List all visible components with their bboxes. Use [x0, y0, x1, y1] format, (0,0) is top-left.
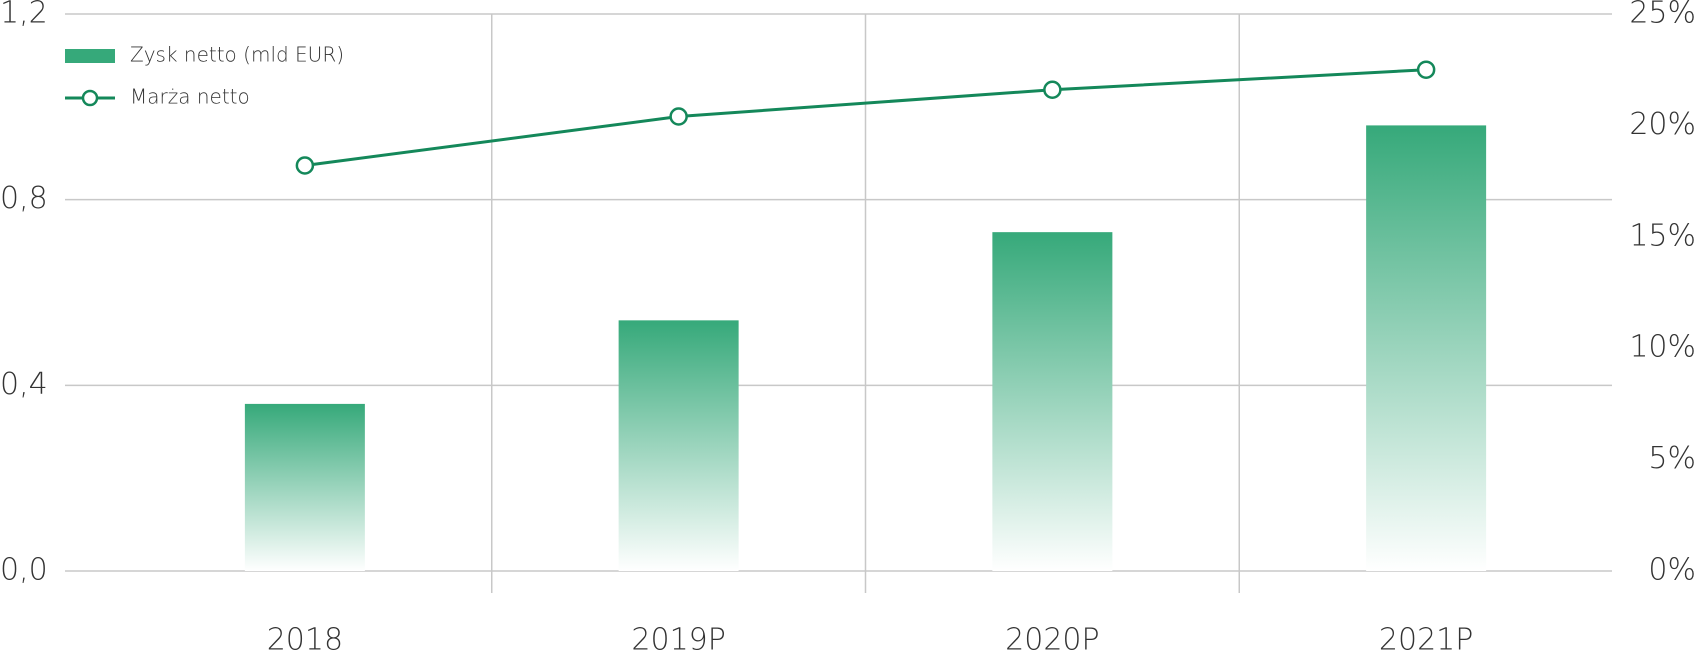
x-tick-label: 2020P [1005, 623, 1099, 657]
y2-tick-label: 25% [1629, 0, 1696, 31]
line-marker [1416, 60, 1436, 79]
line [304, 68, 1427, 167]
y2-tick-label: 5% [1648, 441, 1696, 476]
legend-label: Zysk netto (mld EUR) [130, 43, 344, 67]
bar [244, 403, 365, 571]
bar [618, 320, 739, 571]
legend-marker [81, 89, 99, 107]
y2-tick-label: 20% [1629, 107, 1696, 142]
x-tick-label: 2021P [1379, 623, 1473, 657]
x-tick-label: 2019P [631, 623, 725, 657]
bar [992, 232, 1113, 572]
y-tick-label: 0,8 [0, 181, 48, 216]
line-marker [295, 156, 315, 175]
line-marker [1043, 80, 1062, 100]
y2-tick-label: 15% [1629, 218, 1696, 253]
y-tick-label: 0,4 [0, 367, 48, 402]
x-tick-label: 2018 [267, 623, 343, 657]
legend-label: Marża netto [130, 85, 250, 109]
legend-swatch [65, 49, 115, 63]
y2-tick-label: 0% [1648, 553, 1696, 588]
y2-tick-label: 10% [1629, 330, 1696, 365]
y-tick-label: 1,2 [0, 0, 48, 31]
line-marker [669, 107, 688, 126]
y-tick-label: 0,0 [0, 553, 48, 588]
bar [1366, 125, 1487, 572]
